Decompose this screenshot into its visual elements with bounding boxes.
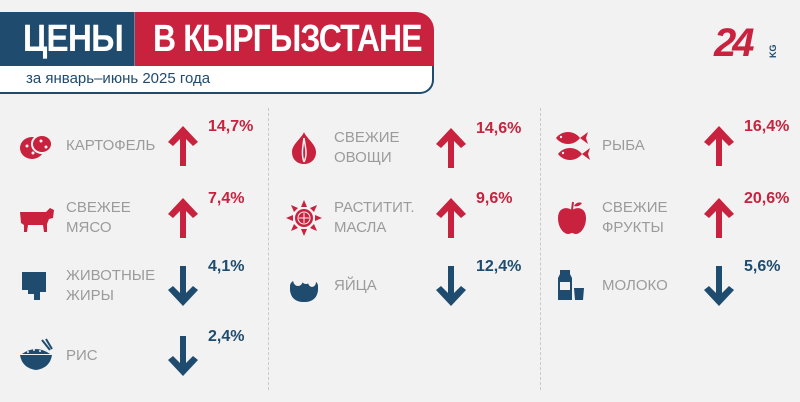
item-value: 4,1%	[208, 258, 245, 275]
cow-icon	[20, 208, 54, 232]
fish-icon	[556, 132, 590, 160]
arrow-up-icon	[168, 198, 198, 238]
column-divider-1	[268, 108, 269, 390]
arrow-up-icon	[704, 198, 734, 238]
arrow-down-icon	[436, 266, 466, 306]
item-value: 9,6%	[476, 190, 513, 207]
arrow-up-icon	[168, 126, 198, 166]
rice-bowl-icon	[20, 338, 53, 370]
item-value: 2,4%	[208, 328, 245, 345]
arrow-down-icon	[168, 266, 198, 306]
subtitle-bar	[0, 66, 434, 94]
item-label: СВЕЖИЕ ФРУКТЫ	[602, 199, 668, 236]
column-divider-2	[540, 108, 541, 390]
svg-text:KG: KG	[768, 45, 778, 59]
item-label: ЯЙЦА	[334, 277, 377, 294]
title-right: В КЫРГЫЗСТАНЕ	[135, 12, 434, 66]
logo-24kg: 24 KG	[713, 21, 778, 62]
item-label: ЖИВОТНЫЕ ЖИРЫ	[66, 267, 156, 304]
arrow-down-icon	[704, 266, 734, 306]
item-label: СВЕЖИЕ ОВОЩИ	[334, 129, 400, 166]
item-value: 7,4%	[208, 190, 245, 207]
butter-icon	[22, 272, 46, 300]
title-left: ЦЕНЫ	[0, 12, 135, 66]
item-label: СВЕЖЕЕ МЯСО	[66, 199, 131, 236]
item-label: РАСТИТИТ. МАСЛА	[334, 199, 415, 236]
apple-icon	[558, 201, 586, 234]
item-value: 12,4%	[476, 258, 522, 275]
item-label: РЫБА	[602, 137, 645, 154]
item-value: 14,6%	[476, 120, 522, 137]
sunflower-icon	[286, 200, 322, 236]
item-value: 14,7%	[208, 118, 254, 135]
potato-icon	[20, 134, 53, 159]
arrow-up-icon	[704, 126, 734, 166]
eggs-basket-icon	[290, 272, 318, 302]
arrow-up-icon	[436, 128, 466, 168]
item-label: КАРТОФЕЛЬ	[66, 137, 156, 154]
item-label: МОЛОКО	[602, 277, 668, 294]
arrow-down-icon	[168, 336, 198, 376]
milk-icon	[558, 270, 584, 300]
item-label: РИС	[66, 347, 98, 364]
item-value: 20,6%	[744, 190, 790, 207]
arrow-up-icon	[436, 198, 466, 238]
item-value: 5,6%	[744, 258, 781, 275]
onion-icon	[292, 132, 316, 164]
item-value: 16,4%	[744, 118, 790, 135]
svg-text:24: 24	[713, 21, 754, 62]
subtitle: за январь–июнь 2025 года	[26, 70, 211, 87]
